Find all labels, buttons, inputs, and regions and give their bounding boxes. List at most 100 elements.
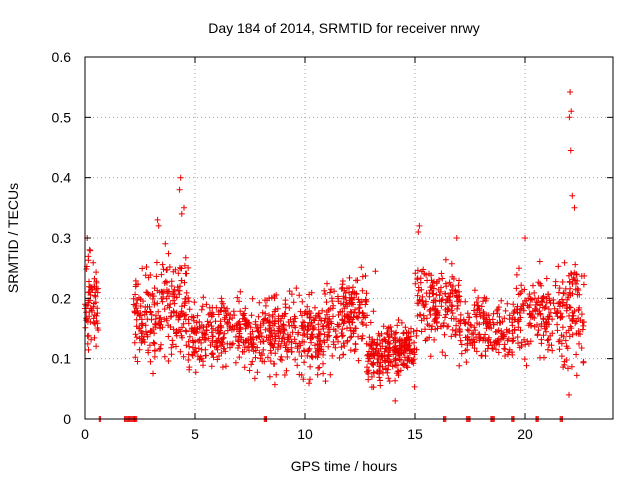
data-point [464,340,471,347]
data-point [181,262,188,269]
data-point [150,370,156,377]
data-point [440,320,447,327]
data-point [133,300,140,307]
data-point [228,341,235,348]
data-point [558,340,565,347]
data-point [327,305,334,312]
data-point [236,342,243,349]
data-point [392,397,399,404]
data-point [406,357,413,364]
data-point [296,371,303,378]
data-point [294,343,301,350]
data-point [411,383,418,390]
data-point [426,334,433,341]
data-point [236,298,242,305]
data-point [466,327,472,334]
data-point [344,325,350,332]
data-point [315,321,322,328]
data-point [442,290,448,297]
data-point [324,337,331,344]
data-point [144,316,151,323]
data-point [424,321,431,328]
data-point [441,331,448,338]
data-point [274,305,281,312]
data-point [374,359,381,366]
data-point [510,337,517,344]
data-point [295,329,302,336]
data-point [290,299,297,306]
data-point [347,334,354,341]
data-point [424,277,431,284]
data-point [414,276,421,283]
data-point [242,305,249,312]
data-point [358,319,365,326]
data-point [444,308,451,315]
data-point [509,330,516,337]
data-point [137,303,144,309]
data-point [545,306,552,312]
data-point [339,278,346,284]
data-point [559,296,566,303]
data-point [568,325,575,332]
data-point [132,354,139,361]
data-point [543,275,550,282]
data-point [387,324,394,330]
data-point [400,361,407,368]
data-point [496,313,503,320]
data-point [300,376,307,383]
data-point [200,358,206,365]
data-point [274,346,281,353]
data-point [86,246,93,253]
data-point [534,331,541,338]
data-point [205,311,212,318]
data-point [218,295,225,302]
data-point [252,354,259,361]
data-point [426,293,433,300]
data-point [444,323,451,330]
data-point [551,305,558,312]
data-point [351,348,358,355]
data-point [391,335,398,342]
data-point [526,310,533,317]
data-point [163,287,170,293]
data-point [321,287,328,294]
data-point [355,333,362,340]
data-point [132,331,139,338]
data-point [573,372,580,379]
data-point [471,324,478,331]
data-point [385,334,392,341]
data-point [477,313,484,320]
data-point [374,341,381,348]
data-point [293,285,300,292]
data-point [505,335,512,342]
data-point [209,350,216,357]
data-point [500,333,507,340]
data-point [271,381,278,388]
data-point [251,375,258,382]
data-point [448,260,455,267]
data-point [91,292,98,299]
data-point [515,340,521,347]
data-point [485,342,492,349]
data-point [416,222,423,229]
data-point [224,327,231,334]
data-point [485,336,492,343]
data-point [471,345,478,352]
data-point [574,291,581,298]
data-point [296,340,303,347]
data-point [163,295,170,302]
data-point [494,328,500,335]
data-point [513,271,520,278]
data-point [458,350,465,357]
data-point [342,294,349,301]
data-point [318,343,325,350]
data-point [568,270,574,277]
data-point [545,346,551,353]
data-point [300,332,306,339]
data-point [280,321,287,328]
data-point [183,270,190,277]
data-point [219,336,226,343]
data-point [491,342,498,348]
data-point [271,295,278,302]
data-point [148,311,155,318]
